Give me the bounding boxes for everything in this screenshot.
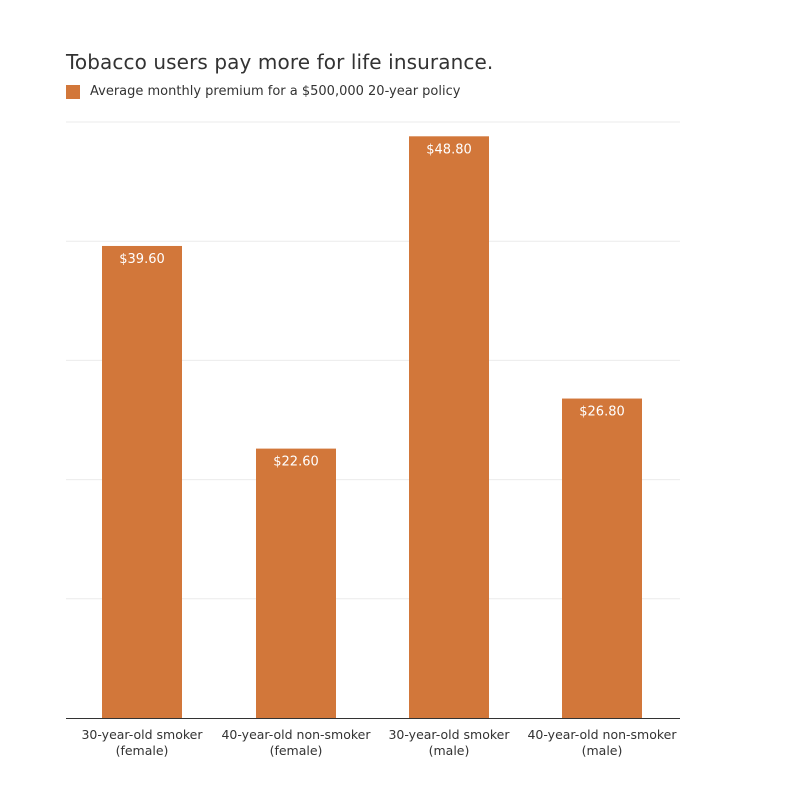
chart-title: Tobacco users pay more for life insuranc… [66,50,494,74]
x-tick-label-line: (female) [116,743,169,758]
x-tick-label-line: 30-year-old smoker [81,727,203,742]
x-tick-label-line: 30-year-old smoker [388,727,510,742]
legend: Average monthly premium for a $500,000 2… [66,84,460,99]
x-tick-label: 30-year-old smoker (female) [81,727,203,758]
bar-value-label: $26.80 [579,405,625,420]
x-tick-label: 40-year-old non-smoker (male) [527,727,677,758]
x-tick-label-line: 40-year-old non-smoker [527,727,677,742]
bar [409,136,489,718]
legend-swatch [66,84,80,99]
bar [256,448,336,718]
bar-value-label: $22.60 [273,455,319,470]
x-tick-label-line: (male) [429,743,470,758]
bar-value-label: $39.60 [119,252,165,267]
bar [102,245,182,718]
legend-label: Average monthly premium for a $500,000 2… [90,84,461,99]
x-tick-label: 30-year-old smoker (male) [388,727,510,758]
bar [562,398,642,718]
bar-value-label: $48.80 [426,142,472,157]
x-tick-label-line: (female) [270,743,323,758]
x-tick-label-line: 40-year-old non-smoker [221,727,371,742]
x-tick-label-line: (male) [582,743,623,758]
x-tick-label: 40-year-old non-smoker (female) [221,727,371,758]
